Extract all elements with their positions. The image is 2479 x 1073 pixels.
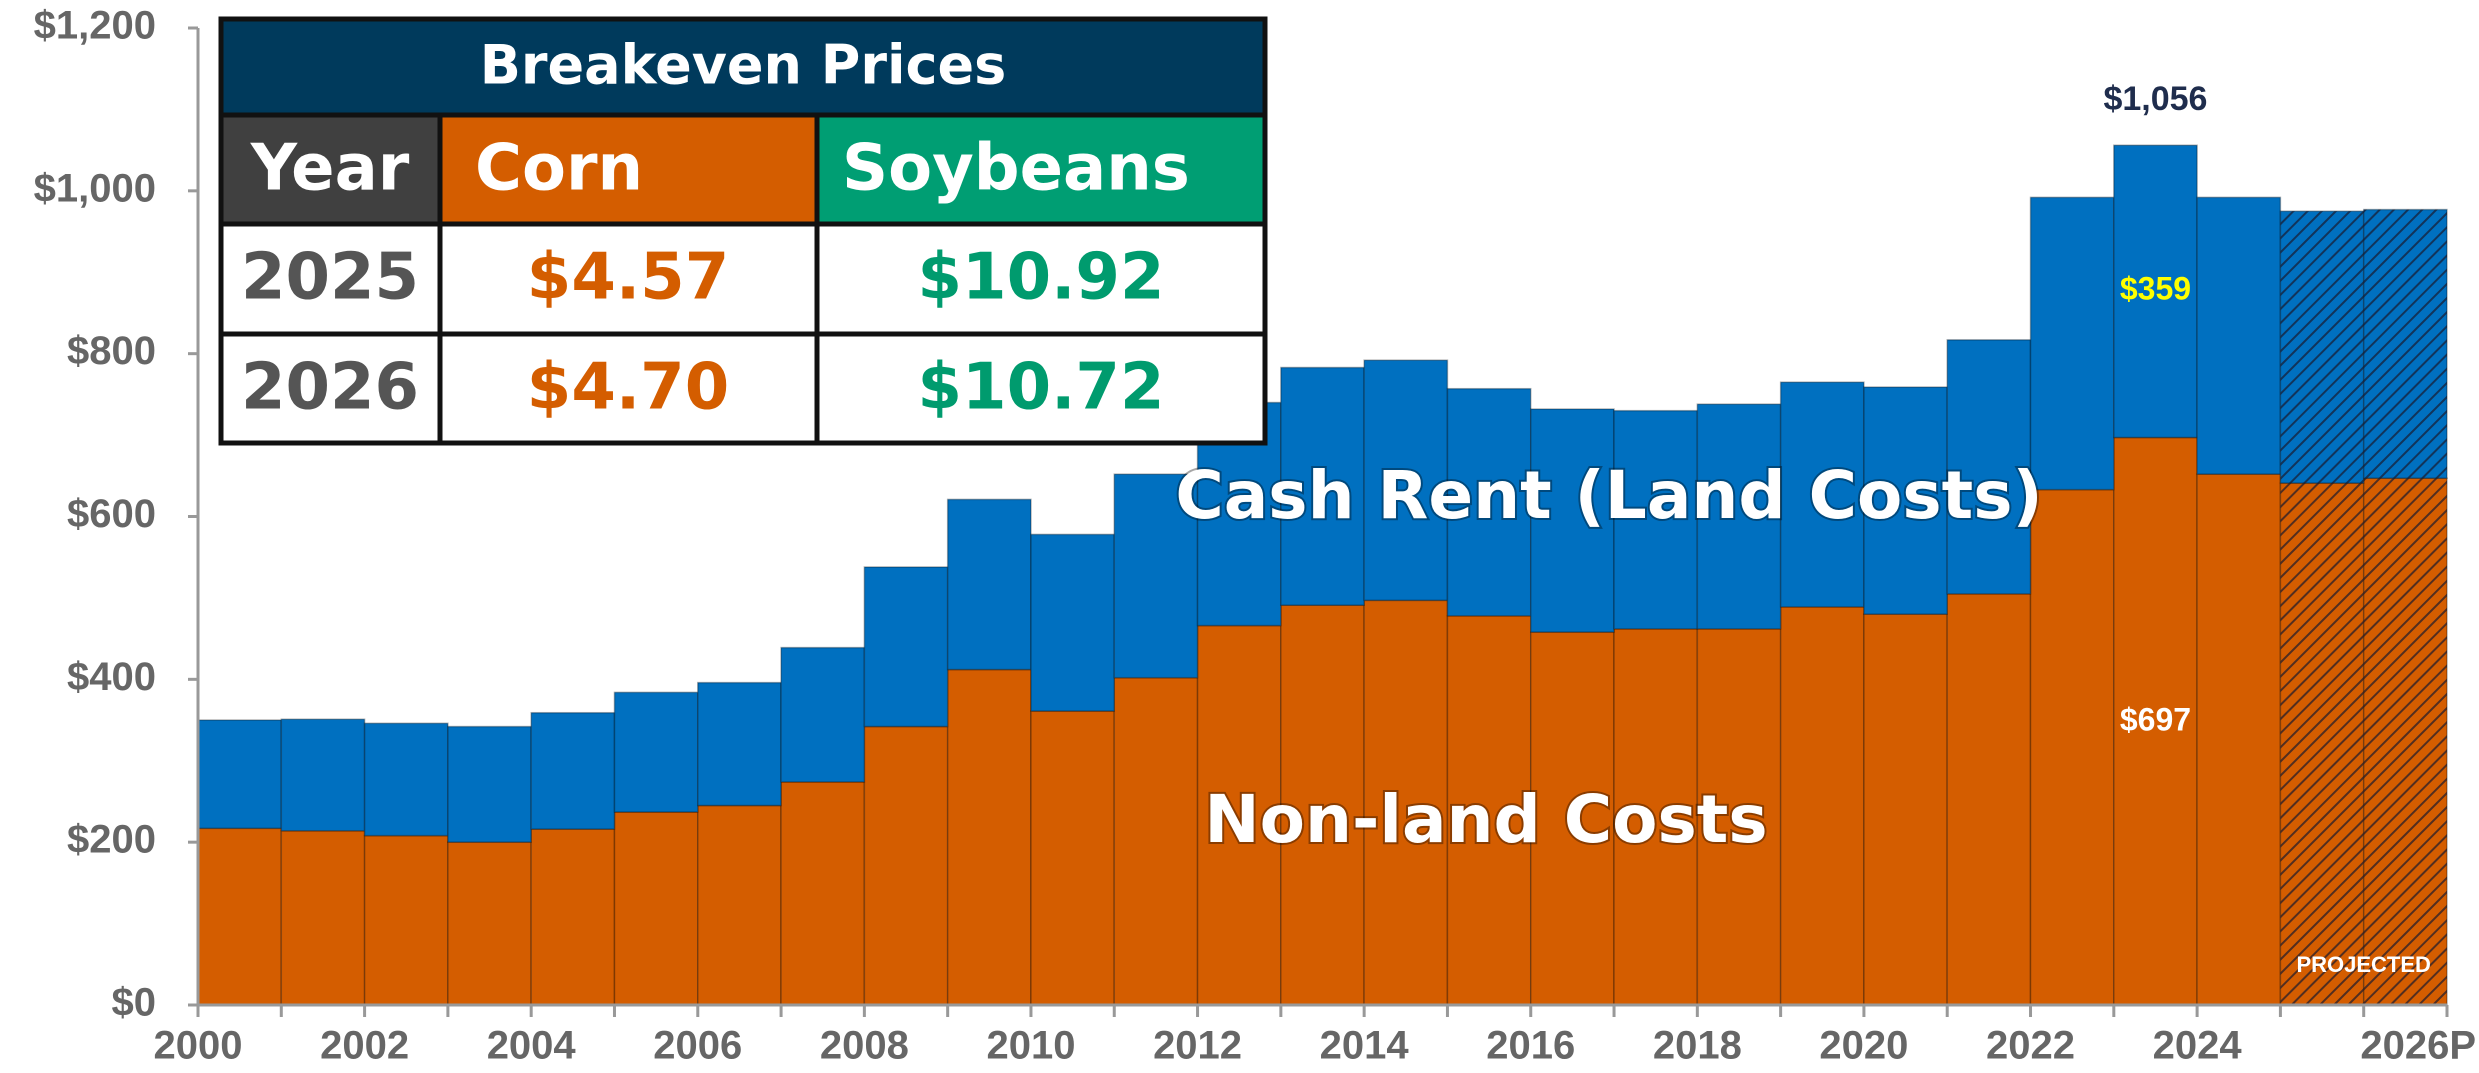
x-tick-label: 2000 [154, 1024, 243, 1068]
bar-segment [2029, 488, 2115, 1006]
x-tick-label: 2002 [320, 1024, 409, 1068]
value-label: $697 [2120, 701, 2191, 737]
soy-cell: $10.92 [918, 241, 1165, 315]
projected-hatch [2280, 211, 2364, 484]
bar-segment [1446, 387, 1532, 617]
header-cell [817, 115, 1265, 224]
header-cell [221, 115, 440, 224]
bar-segment [1529, 631, 1615, 1006]
soy-cell: $10.72 [918, 351, 1165, 425]
table-title: Breakeven Prices [480, 34, 1007, 97]
x-tick-label: 2008 [820, 1024, 909, 1068]
projected-hatch [2363, 209, 2447, 479]
bar-segment [863, 725, 949, 1006]
bar-segment [1446, 615, 1532, 1006]
bar-segment [1363, 359, 1449, 602]
bar-segment [197, 827, 283, 1006]
y-tick-label: $200 [67, 818, 156, 862]
y-tick-label: $800 [67, 329, 156, 373]
y-tick-label: $1,200 [34, 4, 156, 48]
bar-segment [530, 828, 616, 1006]
bar-segment [2196, 196, 2282, 475]
bar-segment [2196, 473, 2282, 1006]
x-tick-label: 2026P [2360, 1024, 2476, 1068]
bar-segment [280, 830, 366, 1006]
bar-segment [1863, 613, 1948, 1006]
corn-cell: $4.57 [527, 241, 729, 315]
y-tick-label: $600 [67, 492, 156, 536]
bar-segment [1363, 599, 1449, 1006]
bar-segment [697, 804, 782, 1006]
bar-segment [780, 781, 866, 1006]
year-cell: 2025 [241, 241, 419, 315]
bar-segment [863, 566, 949, 728]
bar-segment [1779, 381, 1865, 608]
header-text: Soybeans [842, 132, 1190, 206]
corn-cell: $4.70 [527, 351, 729, 425]
header-cell [440, 115, 817, 224]
projected-hatch [2280, 483, 2364, 1006]
bar-segment [946, 498, 1032, 671]
x-tick-label: 2014 [1320, 1024, 1410, 1068]
projected-hatch [2363, 478, 2447, 1006]
bar-segment [363, 834, 449, 1006]
table-title-bg [221, 19, 1265, 115]
header-text: Year [250, 132, 410, 206]
bar-segment [1030, 710, 1116, 1006]
bar-segment [1946, 339, 2032, 595]
y-tick-label: $400 [67, 655, 156, 699]
x-tick-label: 2018 [1653, 1024, 1742, 1068]
bar-segment [2113, 144, 2198, 439]
bar-segment [447, 725, 532, 843]
x-tick-label: 2022 [1986, 1024, 2075, 1068]
bar-segment [1030, 533, 1116, 712]
year-cell: 2026 [241, 351, 419, 425]
bar-segment [197, 719, 283, 830]
value-label: $359 [2120, 270, 2191, 306]
total-label: $1,056 [2103, 80, 2207, 118]
bar-segment [1113, 676, 1199, 1006]
bar-segment [2029, 196, 2115, 491]
series-label: Cash Rent (Land Costs) [1175, 457, 2042, 534]
bar-segment [697, 681, 782, 807]
bar-segment [530, 711, 616, 830]
breakeven-table: Breakeven Prices Year Corn Soybeans 2025… [218, 16, 1268, 446]
bar-segment [1946, 593, 2032, 1006]
table-borders [218, 16, 1268, 446]
x-tick-label: 2012 [1153, 1024, 1242, 1068]
y-tick-label: $1,000 [34, 166, 156, 210]
series-label: Non-land Costs [1204, 781, 1767, 858]
bar-segment [447, 841, 532, 1006]
bar-segment [1696, 403, 1782, 630]
bar-segment [780, 646, 866, 783]
bar-segment [1613, 409, 1699, 630]
x-tick-label: 2020 [1819, 1024, 1908, 1068]
x-tick-label: 2010 [986, 1024, 1075, 1068]
bar-segment [613, 811, 699, 1006]
bar-segment [363, 722, 449, 837]
y-tick-label: $0 [112, 981, 157, 1025]
bar-segment [1280, 366, 1365, 606]
bar-segment [1779, 606, 1865, 1006]
plot: Cash Rent (Land Costs) Non-land Costs $697… [34, 4, 2476, 1068]
bar-segment [613, 691, 699, 813]
bar-segment [1696, 628, 1782, 1006]
x-tick-label: 2004 [487, 1024, 577, 1068]
bar-segment [280, 718, 366, 832]
x-tick-label: 2006 [653, 1024, 742, 1068]
x-tick-label: 2024 [2153, 1024, 2243, 1068]
projected-label: PROJECTED [2296, 952, 2430, 977]
bar-segment [946, 668, 1032, 1006]
bar-segment [1613, 628, 1699, 1006]
header-text: Corn [475, 132, 643, 206]
x-tick-label: 2016 [1486, 1024, 1575, 1068]
bar-segment [1196, 624, 1282, 1006]
